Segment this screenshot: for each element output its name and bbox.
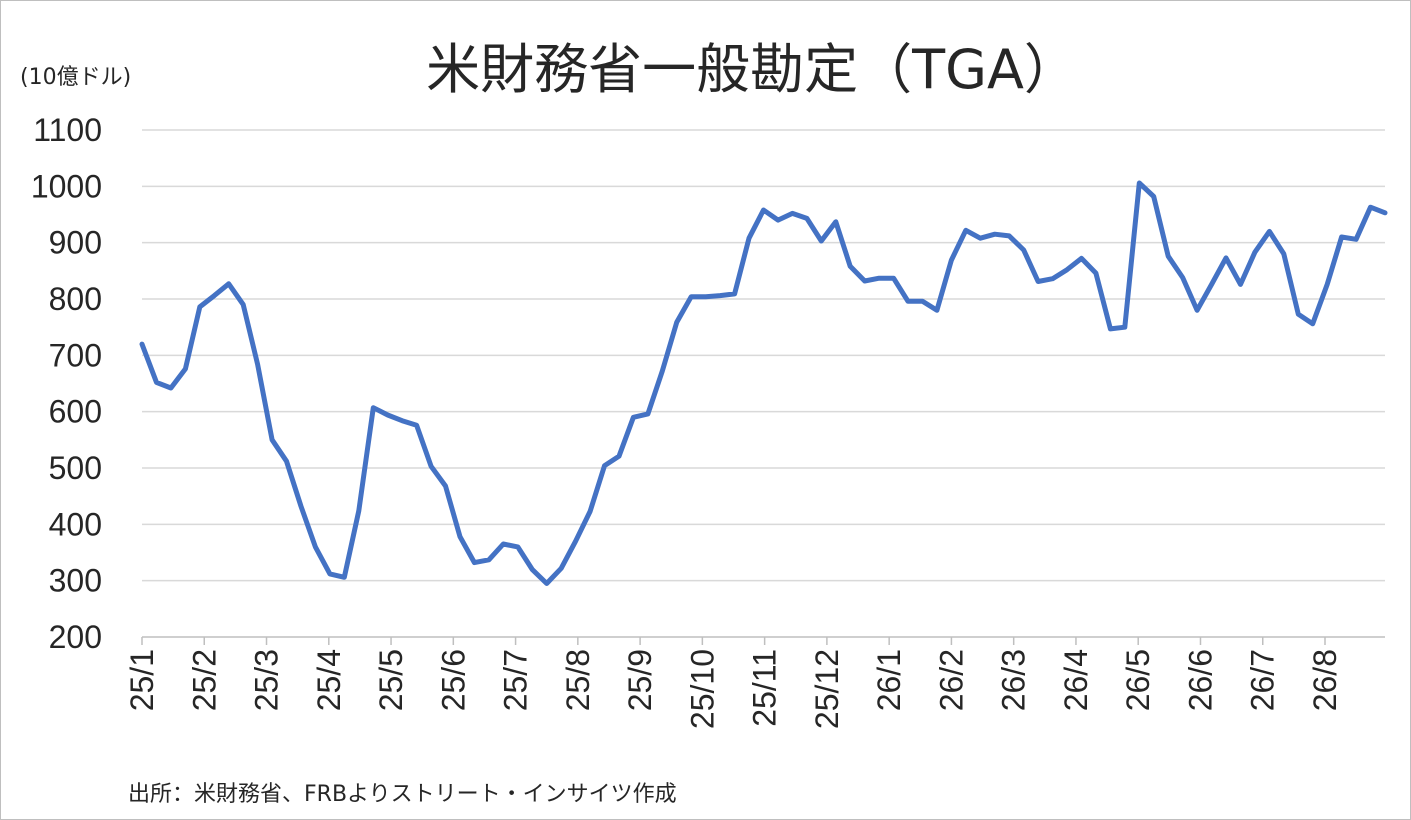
x-tick-label: 26/5 <box>1120 649 1156 711</box>
x-tick-label: 25/6 <box>435 649 471 711</box>
x-tick-label: 25/4 <box>311 649 347 711</box>
gridlines <box>142 129 1385 582</box>
y-tick-label: 300 <box>49 563 102 599</box>
y-tick-label: 600 <box>49 394 102 430</box>
x-tick-label: 25/1 <box>124 649 160 711</box>
y-axis-unit-label: (10億ドル) <box>20 65 131 90</box>
y-tick-label: 500 <box>49 450 102 486</box>
y-tick-label: 1000 <box>31 168 102 204</box>
x-tick-label: 25/9 <box>622 649 658 711</box>
x-tick-label: 25/2 <box>186 649 222 711</box>
x-tick-label: 26/1 <box>871 649 907 711</box>
y-tick-label: 1100 <box>33 112 102 148</box>
x-tick-label: 26/6 <box>1182 649 1218 711</box>
x-tick-label: 25/11 <box>747 649 783 727</box>
x-tick-label: 26/2 <box>933 649 969 711</box>
y-axis-ticks: 1100 1000 900 800 700 600 500 400 300 200 <box>31 112 102 655</box>
y-tick-label: 800 <box>49 281 102 317</box>
x-tick-label: 26/4 <box>1058 649 1094 711</box>
source-note: 出所：米財務省、FRBよりストリート・インサイツ作成 <box>128 782 677 807</box>
chart-title: 米財務省一般勘定（TGA） <box>426 38 1078 101</box>
x-tick-label: 26/8 <box>1307 649 1343 711</box>
y-tick-label: 400 <box>49 506 102 542</box>
x-tick-label: 26/3 <box>996 649 1032 711</box>
x-tick-label: 25/10 <box>684 649 720 729</box>
y-tick-label: 200 <box>49 619 102 655</box>
x-axis-ticks: 25/1 25/2 25/3 25/4 25/5 25/6 25/7 25/8 25/9 25/1… <box>124 637 1343 729</box>
y-tick-label: 700 <box>49 337 102 373</box>
x-tick-label: 25/7 <box>498 649 534 711</box>
series-line-tga <box>139 180 1388 586</box>
x-tick-label: 26/7 <box>1245 649 1281 711</box>
x-tick-label: 25/8 <box>560 649 596 711</box>
x-tick-label: 25/5 <box>373 649 409 711</box>
x-tick-label: 25/3 <box>249 649 285 711</box>
y-tick-label: 900 <box>49 225 102 261</box>
x-tick-label: 25/12 <box>809 649 845 729</box>
